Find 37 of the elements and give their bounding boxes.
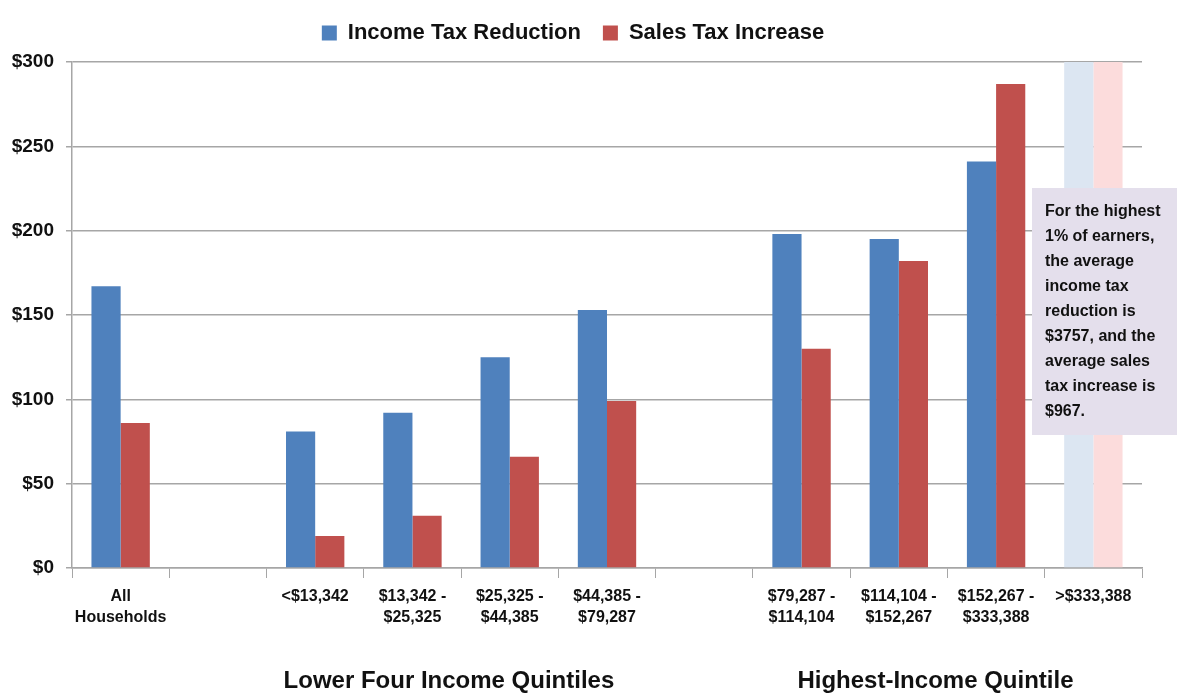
y-tick-label: $0: [32, 556, 54, 578]
y-tick-label: $100: [11, 387, 54, 409]
x-tick-label: All Households: [74, 586, 167, 625]
y-tick-label: $250: [11, 134, 54, 156]
y-tick-label: $200: [11, 218, 54, 240]
x-tick-label: $44,385 - $79,287: [573, 586, 641, 625]
x-tick-label: $79,287 - $114,104: [767, 586, 836, 625]
bar: [120, 422, 150, 568]
y-tick-label: $300: [11, 50, 54, 72]
bar: [772, 234, 802, 568]
bar: [869, 239, 899, 568]
text: Lower Four Income Quintiles: [283, 666, 615, 694]
bar: [286, 431, 316, 568]
bar: [91, 286, 121, 568]
bar: [966, 161, 997, 568]
bar: [577, 309, 607, 568]
x-tick-label: <$13,342: [281, 586, 349, 604]
text: Highest-Income Quintile: [797, 666, 1074, 694]
bar: [480, 357, 510, 568]
x-tick-label: $114,104 - $152,267: [861, 586, 937, 625]
callout-box: For the highest 1% of earners, the average income tax reduction is $3757, and the average sales tax increase is $967.: [1032, 188, 1177, 435]
bar: [801, 348, 831, 568]
y-tick-label: $50: [22, 471, 54, 493]
bar: [607, 401, 637, 568]
bar: [383, 412, 413, 568]
x-tick-label: $13,342 - $25,325: [378, 586, 447, 625]
legend-label: Sales Tax Increase: [628, 19, 825, 45]
x-tick-label: $152,267 - $333,388: [957, 586, 1035, 625]
bar: [996, 83, 1026, 568]
bar: [509, 456, 539, 568]
x-tick-label: >$333,388: [1055, 586, 1132, 604]
bar: [315, 535, 345, 568]
y-tick-label: $150: [11, 303, 54, 325]
bar: [898, 261, 928, 568]
bar: [412, 515, 442, 568]
x-tick-label: $25,325 - $44,385: [475, 586, 544, 625]
legend-label: Income Tax Reduction: [347, 19, 581, 45]
